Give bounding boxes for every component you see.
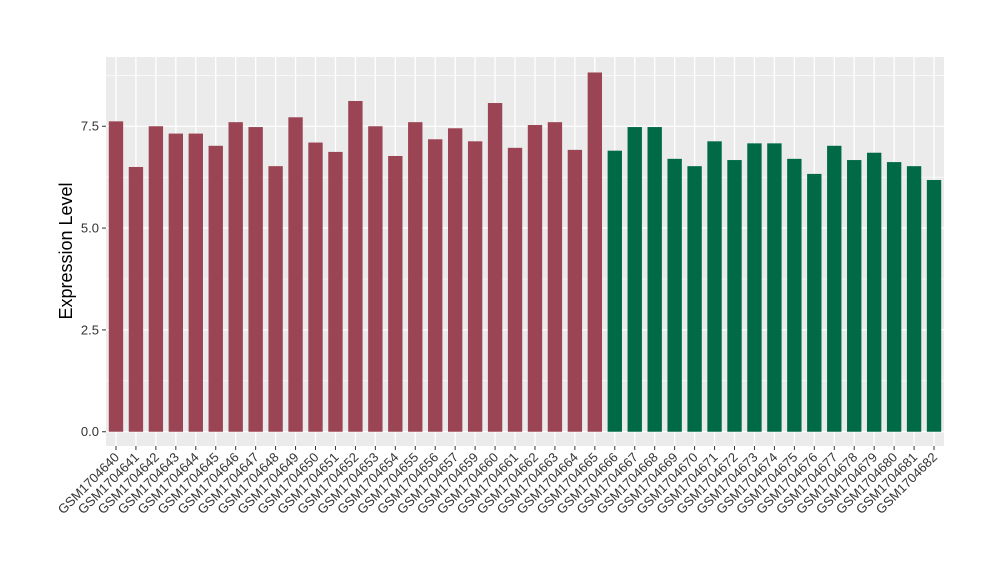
bar-GSM1704662 bbox=[527, 125, 543, 432]
bar-GSM1704643 bbox=[168, 133, 184, 432]
y-tick-label: 0.0 bbox=[81, 424, 99, 439]
plot-panel bbox=[106, 57, 944, 446]
bar-GSM1704673 bbox=[747, 143, 762, 432]
bar-GSM1704664 bbox=[567, 149, 583, 432]
bar-GSM1704649 bbox=[288, 117, 303, 432]
y-tick-label: 2.5 bbox=[81, 322, 99, 337]
y-tick-label: 7.5 bbox=[81, 119, 99, 134]
bar-GSM1704645 bbox=[208, 145, 223, 432]
bar-GSM1704669 bbox=[667, 158, 682, 432]
bar-GSM1704644 bbox=[188, 133, 203, 432]
bar-GSM1704661 bbox=[507, 147, 523, 432]
bar-GSM1704667 bbox=[627, 127, 642, 432]
bar-GSM1704640 bbox=[108, 121, 124, 432]
bar-GSM1704671 bbox=[707, 141, 722, 432]
bar-GSM1704653 bbox=[368, 126, 383, 432]
grid-minor bbox=[106, 75, 944, 382]
bar-GSM1704647 bbox=[248, 127, 263, 432]
bar-GSM1704663 bbox=[547, 122, 563, 432]
bar-GSM1704655 bbox=[408, 122, 423, 432]
bar-GSM1704680 bbox=[886, 162, 902, 432]
bar-GSM1704666 bbox=[607, 150, 622, 432]
bar-GSM1704677 bbox=[827, 145, 842, 432]
bar-GSM1704674 bbox=[767, 143, 782, 432]
bar-GSM1704651 bbox=[328, 151, 343, 432]
bar-GSM1704676 bbox=[807, 173, 822, 432]
bar-GSM1704648 bbox=[268, 166, 283, 432]
bar-GSM1704646 bbox=[228, 122, 243, 432]
bar-GSM1704657 bbox=[447, 128, 463, 432]
bar-GSM1704665 bbox=[587, 72, 603, 432]
bar-GSM1704654 bbox=[388, 155, 403, 432]
bar-GSM1704679 bbox=[866, 152, 882, 432]
bar-GSM1704672 bbox=[727, 160, 742, 432]
bar-GSM1704668 bbox=[647, 127, 662, 432]
bar-GSM1704682 bbox=[926, 180, 942, 432]
bar-GSM1704675 bbox=[787, 158, 802, 432]
bar-GSM1704660 bbox=[487, 103, 503, 432]
x-axis: GSM1704640GSM1704641GSM1704642GSM1704643… bbox=[55, 446, 940, 517]
bars bbox=[108, 72, 942, 432]
y-axis: 0.0 2.5 5.0 7.5 bbox=[81, 119, 106, 439]
bar-GSM1704641 bbox=[128, 166, 144, 432]
bar-GSM1704642 bbox=[148, 126, 164, 432]
bar-GSM1704670 bbox=[687, 166, 702, 432]
bar-GSM1704656 bbox=[428, 139, 443, 432]
bar-GSM1704678 bbox=[847, 160, 862, 432]
bar-GSM1704681 bbox=[906, 166, 922, 432]
y-axis-title: Expression Level bbox=[56, 182, 76, 319]
y-tick-label: 5.0 bbox=[81, 221, 99, 236]
bar-GSM1704650 bbox=[308, 142, 323, 432]
bar-GSM1704659 bbox=[467, 141, 483, 432]
bar-GSM1704652 bbox=[348, 100, 363, 432]
